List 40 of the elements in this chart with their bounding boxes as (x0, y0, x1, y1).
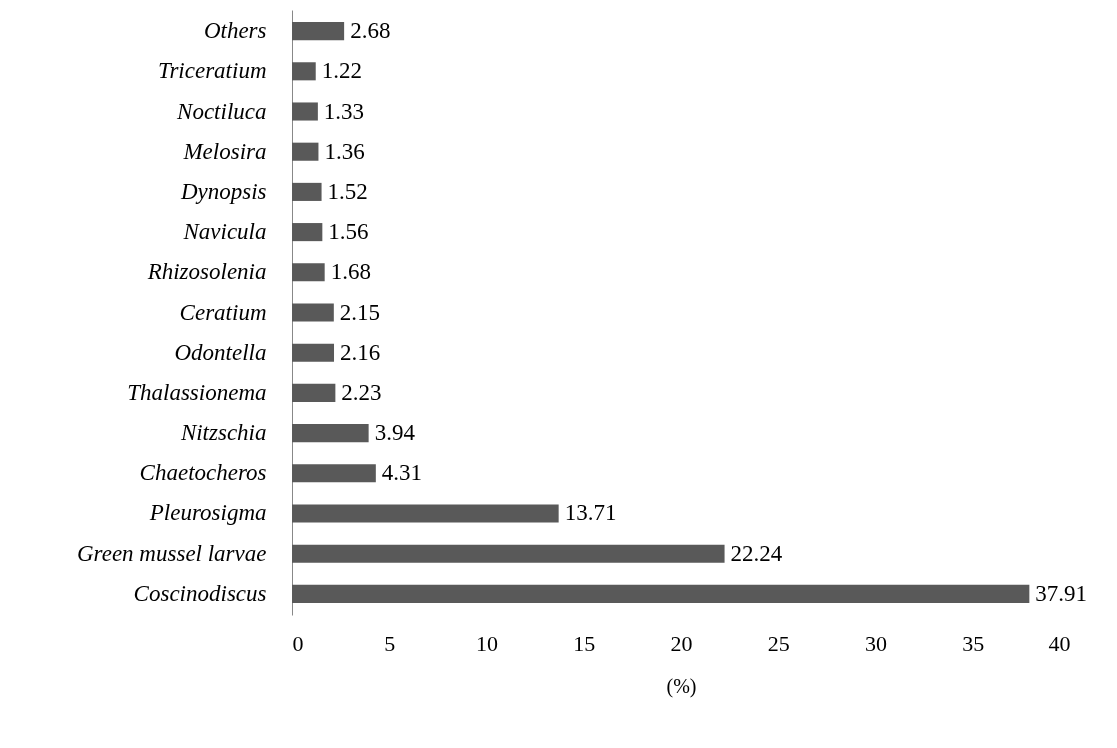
data-label: 1.33 (323, 98, 365, 124)
y-tick-label: Rhizosolenia (146, 259, 267, 285)
y-tick-label: Triceratium (157, 58, 267, 84)
x-tick-label: 0 (292, 630, 304, 656)
data-label: 22.24 (730, 540, 783, 566)
x-tick-label: 5 (384, 630, 396, 656)
x-tick-label: 40 (1048, 630, 1071, 656)
y-tick-label: Chaetocheros (139, 460, 267, 486)
x-tick-label: 35 (962, 630, 985, 656)
data-label: 1.52 (327, 178, 368, 204)
data-label: 2.16 (340, 339, 381, 365)
data-label: 2.68 (350, 18, 391, 44)
y-tick-label: Dynopsis (179, 178, 267, 204)
y-tick-label: Ceratium (179, 299, 267, 325)
x-axis-title: (%) (666, 674, 697, 698)
y-tick-label: Odontella (174, 339, 267, 365)
x-tick-label: 30 (865, 630, 887, 656)
x-tick-label: 15 (573, 630, 596, 656)
y-tick-label: Thalassionema (127, 379, 267, 405)
data-label: 2.23 (341, 379, 382, 405)
y-tick-label: Noctiluca (176, 98, 267, 124)
data-label: 1.56 (328, 219, 369, 245)
y-tick-label: Pleurosigma (148, 500, 267, 526)
y-tick-label: Green mussel larvae (77, 540, 267, 566)
y-tick-label: Navicula (182, 219, 267, 245)
data-label: 3.94 (374, 420, 416, 446)
data-label: 13.71 (564, 500, 617, 526)
x-tick-label: 25 (767, 630, 790, 656)
y-tick-label: Others (203, 18, 267, 44)
y-tick-label: Coscinodiscus (133, 580, 267, 606)
data-label: 1.22 (321, 58, 362, 84)
x-tick-label: 10 (476, 630, 498, 656)
data-label: 1.68 (330, 259, 371, 285)
y-tick-label: Melosira (182, 138, 267, 164)
data-label: 37.91 (1035, 580, 1088, 606)
x-tick-label: 20 (670, 630, 693, 656)
y-tick-label: Nitzschia (179, 420, 267, 446)
data-label: 4.31 (381, 460, 423, 486)
data-label: 1.36 (324, 138, 365, 164)
data-label: 2.15 (339, 299, 381, 325)
